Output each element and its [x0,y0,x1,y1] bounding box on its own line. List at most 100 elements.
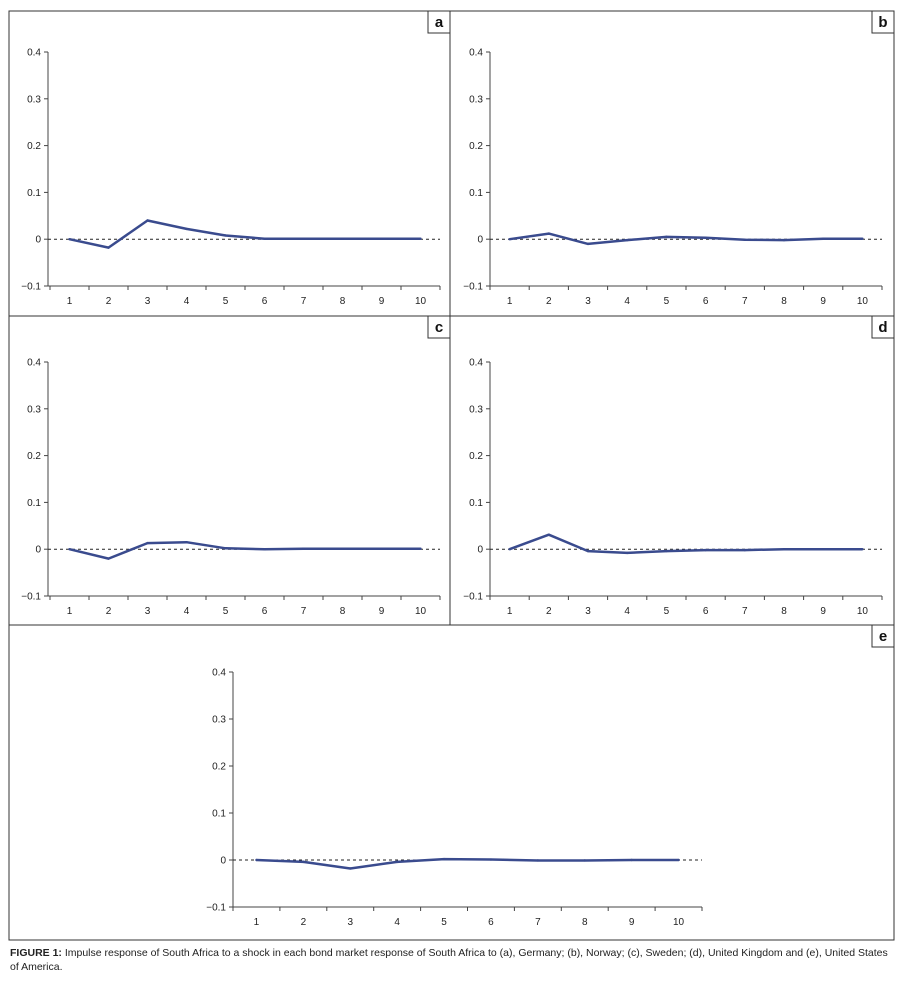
x-tick-label: 6 [262,606,268,617]
x-tick-label: 9 [820,296,826,307]
x-tick-label: 5 [223,606,229,617]
x-tick-label: 3 [585,296,591,307]
x-tick-label: 5 [664,606,670,617]
y-tick-label: 0.1 [212,809,226,820]
x-tick-label: 10 [673,917,685,928]
panel-badge-label: d [878,319,887,336]
panel-badge [871,315,895,339]
y-tick-label: 0.4 [27,358,41,369]
data-point [419,237,422,240]
x-tick-label: 3 [145,296,151,307]
series-line [69,219,421,249]
panel-badge-label: a [435,14,444,31]
data-point [508,238,511,241]
caption-text: Impulse response of South Africa to a sh… [10,947,888,973]
x-tick-label: 8 [582,917,588,928]
data-point [743,238,746,241]
x-tick-label: 10 [857,606,869,617]
x-tick-label: 4 [184,296,190,307]
y-tick-label: 0.1 [27,188,41,199]
x-tick-label: 4 [624,296,630,307]
data-point [583,859,586,862]
x-tick-label: 7 [742,296,748,307]
y-tick-label: 0.2 [27,141,41,152]
data-point [263,237,266,240]
data-point [782,238,786,242]
x-tick-label: 6 [488,917,494,928]
x-tick-label: 1 [67,606,73,617]
data-point [586,549,590,553]
data-point [442,857,446,861]
chart-panel-a: a 0.4 0.3 0.2 0.1 0 −0.1 1 2 3 4 5 6 7 8 9 10 [8,10,451,317]
panel-badge [871,10,895,34]
data-point [743,548,746,552]
series-line [509,533,863,555]
data-point [822,548,825,551]
y-tick-label: 0.2 [469,451,483,462]
data-point [704,548,707,552]
data-point [302,547,305,550]
x-tick-label: 7 [301,296,307,307]
x-tick-label: 7 [535,917,541,928]
y-tick-label: −0.1 [21,592,41,603]
y-tick-label: 0 [477,545,483,556]
data-point [536,859,540,862]
y-tick-label: 0.1 [27,498,41,509]
data-point [822,237,825,240]
data-point [508,548,511,551]
x-tick-label: 2 [301,917,307,928]
data-point [146,541,149,545]
data-point [224,547,227,550]
x-tick-label: 1 [507,606,513,617]
chart-panel-e: e 0.4 0.3 0.2 0.1 0 −0.1 1 2 3 4 5 6 7 8 9 10 [8,624,895,941]
x-tick-label: 10 [415,606,427,617]
y-tick-label: 0.2 [469,141,483,152]
chart-panel-d: d 0.4 0.3 0.2 0.1 0 −0.1 1 2 3 4 5 6 7 8 9 10 [449,315,895,626]
data-point [68,238,71,241]
y-tick-label: 0.2 [212,762,226,773]
x-tick-label: 1 [507,296,513,307]
panel-border [449,315,895,626]
panel-badge-label: c [435,319,443,336]
panel-badge [871,624,895,648]
data-point [349,867,352,870]
y-tick-label: 0 [477,235,483,246]
panel-border [8,10,451,317]
data-point [665,235,668,239]
y-tick-label: 0.4 [469,48,483,59]
x-tick-label: 10 [415,296,427,307]
x-tick-label: 3 [145,606,151,617]
series-line [69,540,421,560]
y-tick-label: −0.1 [206,903,226,914]
y-tick-label: 0.4 [27,48,41,59]
x-tick-label: 10 [857,296,869,307]
y-tick-label: 0.4 [469,358,483,369]
data-point [704,236,707,239]
x-tick-label: 5 [441,917,447,928]
y-tick-label: 0.2 [27,451,41,462]
panel-border [8,624,895,941]
series-line [509,232,863,246]
data-point [547,232,550,235]
x-tick-label: 6 [262,296,268,307]
chart-panel-b: b 0.4 0.3 0.2 0.1 0 −0.1 1 2 3 4 5 6 7 8 9 10 [449,10,895,317]
y-tick-label: 0 [35,235,41,246]
x-tick-label: 8 [340,606,346,617]
y-tick-label: 0.3 [212,715,226,726]
data-point [630,858,633,862]
x-tick-label: 5 [223,296,229,307]
figure-caption: FIGURE 1: Impulse response of South Afri… [10,946,894,974]
x-tick-label: 4 [184,606,190,617]
y-tick-label: 0 [220,856,226,867]
data-point [419,547,422,550]
data-point [782,548,786,551]
data-point [861,548,864,551]
panel-border [8,315,451,626]
data-point [547,533,550,536]
x-tick-label: 7 [301,606,307,617]
y-tick-label: 0.3 [469,94,483,105]
x-tick-label: 4 [394,917,400,928]
data-point [626,551,629,555]
caption-label: FIGURE 1: [10,947,62,959]
